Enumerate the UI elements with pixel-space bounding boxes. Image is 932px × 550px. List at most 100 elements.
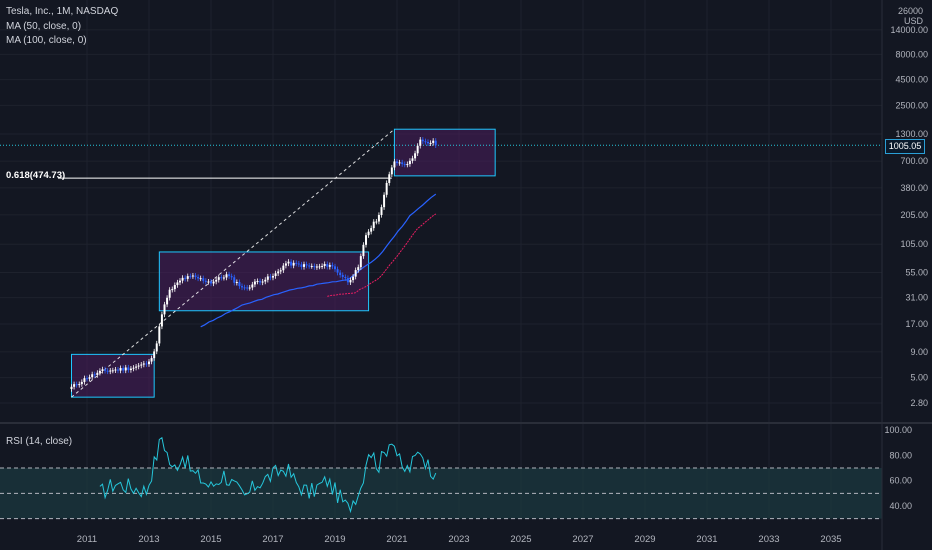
candle-body	[380, 207, 383, 215]
candle-body	[277, 271, 280, 274]
candle-body	[241, 286, 243, 288]
candle-body	[328, 265, 331, 267]
candle-body	[127, 367, 130, 371]
candle-body	[83, 378, 86, 382]
price-tick-label: 700.00	[900, 156, 928, 166]
candle-body	[396, 161, 398, 164]
candle-body	[303, 264, 305, 267]
candle-body	[158, 326, 161, 344]
candle-body	[370, 228, 373, 232]
candle-body	[334, 266, 336, 270]
candle-body	[238, 282, 241, 287]
candle-body	[284, 263, 287, 266]
candle-body	[292, 262, 295, 266]
candle-body	[197, 276, 200, 279]
time-tick-label: 2011	[77, 534, 97, 545]
candle-body	[106, 370, 109, 372]
time-tick-label: 2035	[820, 534, 841, 545]
last-price-tag: 1005.05	[885, 139, 925, 154]
moving-averages	[200, 193, 437, 328]
candle-body	[383, 194, 386, 208]
candle-body	[290, 261, 293, 266]
candle-body	[388, 174, 391, 183]
price-tick-label: 55.00	[905, 268, 928, 278]
candle-body	[93, 374, 96, 376]
axes: 2.80 5.00 9.00 17.00 31.00 55.00 105.00 205.00 3…	[77, 0, 928, 550]
candle-body	[179, 280, 181, 283]
rsi-legend[interactable]: RSI (14, close)	[6, 436, 73, 447]
candle-body	[117, 369, 119, 371]
candle-body	[153, 351, 156, 359]
candle-body	[346, 278, 349, 283]
candle-body	[142, 363, 145, 365]
candle-body	[166, 297, 169, 305]
candle-body	[212, 281, 215, 284]
candle-body	[80, 381, 83, 385]
candle-body	[73, 384, 76, 387]
time-tick-label: 2013	[138, 534, 159, 545]
candle-body	[408, 160, 411, 165]
ma50-line	[200, 193, 437, 328]
candle-body	[148, 361, 150, 365]
ma100-legend[interactable]: MA (100, close, 0)	[6, 35, 87, 46]
currency-label: 26000 USD	[898, 6, 923, 26]
symbol-legend[interactable]: Tesla, Inc., 1M, NASDAQ	[6, 6, 119, 17]
candle-body	[416, 145, 419, 154]
rsi-tick-label: 40.00	[889, 501, 912, 511]
candle-body	[310, 266, 313, 268]
candle-body	[259, 281, 262, 283]
candle-body	[189, 276, 192, 278]
candle-body	[119, 368, 122, 371]
candle-body	[365, 235, 367, 245]
time-tick-label: 2015	[200, 534, 221, 545]
candle-body	[429, 142, 432, 144]
currency-top: 26000	[898, 6, 924, 16]
candle-body	[207, 281, 210, 283]
currency-unit: USD	[904, 16, 924, 26]
candle-body	[137, 365, 140, 367]
candle-body	[199, 278, 202, 280]
candle-body	[70, 386, 73, 390]
candle-body	[96, 372, 99, 375]
trend-lines	[0, 128, 882, 398]
rsi-tick-label: 100.00	[884, 425, 912, 435]
candle-body	[215, 279, 218, 282]
candle-body	[297, 263, 300, 265]
candle-body	[233, 277, 236, 283]
candle-body	[305, 264, 308, 266]
candle-body	[432, 140, 435, 143]
candle-body	[300, 264, 303, 267]
price-tick-label: 17.00	[905, 319, 928, 329]
candle-body	[176, 282, 179, 286]
candle-body	[287, 261, 290, 264]
candle-body	[261, 281, 264, 283]
candle-body	[385, 182, 388, 195]
time-tick-label: 2019	[324, 534, 345, 545]
candle-body	[98, 370, 101, 373]
candle-body	[91, 374, 94, 378]
candle-body	[341, 275, 344, 277]
range-boxes	[71, 128, 496, 398]
candle-body	[344, 276, 347, 279]
fib-label: 0.618(474.73)	[6, 170, 66, 181]
candle-body	[326, 263, 329, 267]
candle-body	[321, 265, 324, 267]
time-tick-label: 2033	[758, 534, 779, 545]
candle-body	[323, 263, 326, 266]
candle-body	[339, 272, 342, 276]
candle-body	[375, 221, 378, 223]
candle-body	[377, 214, 380, 222]
candle-body	[390, 167, 393, 175]
candle-body	[282, 265, 285, 271]
candle-body	[362, 244, 365, 257]
time-tick-label: 2023	[448, 534, 469, 545]
candle-body	[160, 314, 163, 327]
price-tick-label: 205.00	[900, 210, 928, 220]
ma50-legend[interactable]: MA (50, close, 0)	[6, 21, 82, 32]
candle-body	[88, 377, 91, 379]
candle-body	[86, 378, 88, 380]
candle-body	[274, 273, 277, 277]
candle-body	[264, 279, 267, 282]
candle-body	[155, 343, 158, 352]
